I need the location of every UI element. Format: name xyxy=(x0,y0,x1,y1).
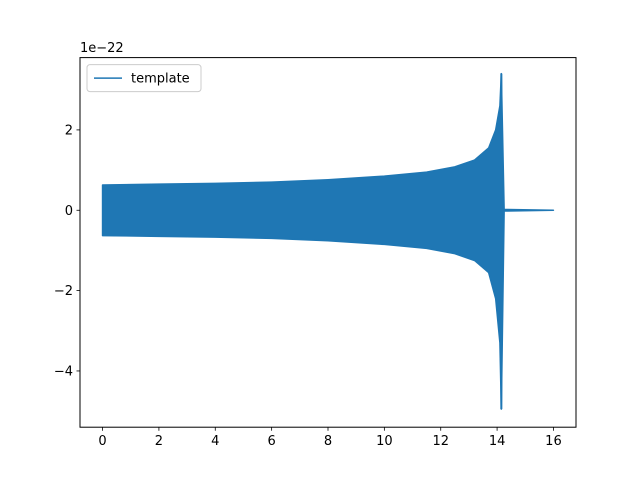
x-tick-label: 10 xyxy=(376,434,393,449)
legend: template xyxy=(86,64,202,93)
x-tick-label: 4 xyxy=(211,434,219,449)
y-tick-label: −2 xyxy=(54,284,73,299)
axes-frame xyxy=(79,57,577,428)
y-tick-label: −4 xyxy=(54,364,73,379)
axis-ticks: 0 2 4 6 8 10 12 14 16 −4 −2 0 2 xyxy=(54,123,562,449)
y-tick-label: 2 xyxy=(65,123,73,138)
x-tick-label: 2 xyxy=(155,434,163,449)
legend-label-template: template xyxy=(131,72,190,87)
legend-box xyxy=(86,64,202,93)
x-tick-label: 8 xyxy=(324,434,332,449)
x-tick-label: 0 xyxy=(98,434,106,449)
x-tick-label: 12 xyxy=(432,434,449,449)
x-tick-label: 16 xyxy=(545,434,562,449)
x-tick-label: 6 xyxy=(267,434,275,449)
y-offset-text: 1e−22 xyxy=(80,41,124,56)
x-tick-label: 14 xyxy=(489,434,506,449)
y-tick-label: 0 xyxy=(65,204,73,219)
plot-area xyxy=(101,72,555,410)
